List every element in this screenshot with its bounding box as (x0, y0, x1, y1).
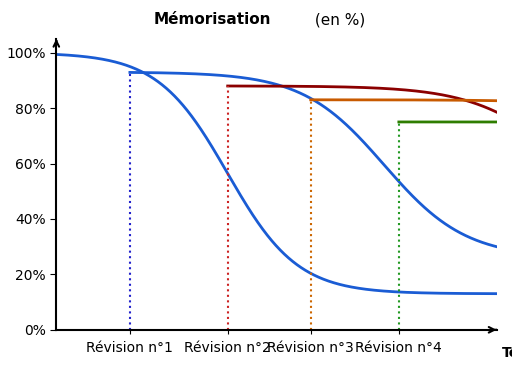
Text: Temps: Temps (502, 346, 512, 360)
Text: (en %): (en %) (309, 12, 365, 27)
Text: Mémorisation: Mémorisation (153, 12, 271, 27)
